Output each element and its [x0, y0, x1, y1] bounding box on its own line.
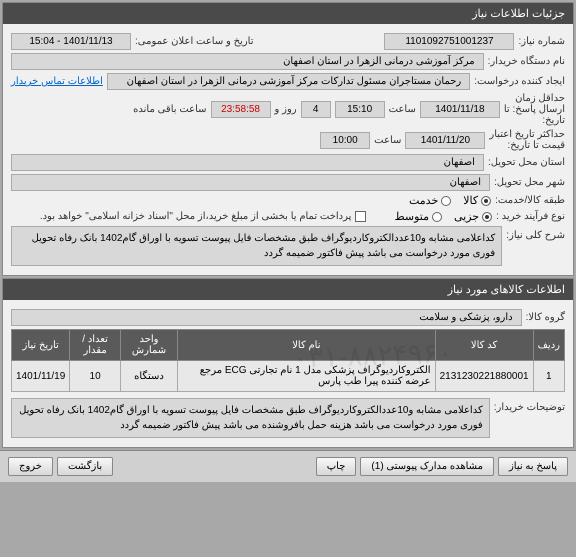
- radio-icon: [482, 212, 492, 222]
- table-row[interactable]: 1 2131230221880001 الکتروکاردیوگراف پزشک…: [12, 361, 565, 392]
- th-unit: واحد شمارش: [120, 330, 177, 361]
- hour-label-2: ساعت: [374, 135, 401, 146]
- radio-icon: [441, 196, 451, 206]
- cell-idx: 1: [533, 361, 564, 392]
- need-info-panel: جزئیات اطلاعات نیاز شماره نیاز: 11010927…: [2, 2, 574, 276]
- deadline-hour-value: 15:10: [335, 101, 385, 118]
- need-desc-label: شرح کلی نیاز:: [506, 226, 565, 241]
- announce-dt-label: تاریخ و ساعت اعلان عمومی:: [135, 36, 254, 47]
- th-date: تاریخ نیاز: [12, 330, 70, 361]
- city-label: شهر محل تحویل:: [494, 177, 565, 188]
- deadline-date-value: 1401/11/18: [420, 101, 500, 118]
- need-info-header: جزئیات اطلاعات نیاز: [3, 3, 573, 24]
- purchase-type-radios: جزیی متوسط: [394, 210, 492, 223]
- service-radio[interactable]: خدمت: [409, 194, 451, 207]
- province-value: اصفهان: [11, 154, 484, 171]
- respond-button[interactable]: پاسخ به نیاز: [498, 457, 568, 476]
- goods-info-header: اطلاعات کالاهای مورد نیاز: [3, 279, 573, 300]
- buyer-notes-value: کداعلامی مشابه و10عددالکتروکاردیوگراف طب…: [11, 398, 490, 438]
- cell-qty: 10: [70, 361, 121, 392]
- cell-unit: دستگاه: [120, 361, 177, 392]
- buyer-device-value: مرکز آموزشی درمانی الزهرا در استان اصفها…: [11, 53, 484, 70]
- deadline-label-1: حداقل زمان: [504, 93, 565, 104]
- payment-note-label: پرداخت تمام یا بخشی از مبلغ خرید،از محل …: [40, 211, 352, 222]
- print-button[interactable]: چاپ: [316, 457, 357, 476]
- goods-group-value: دارو، پزشکی و سلامت: [11, 309, 522, 326]
- small-radio-label: جزیی: [454, 210, 479, 223]
- medium-radio-label: متوسط: [394, 210, 429, 223]
- need-number-value: 1101092751001237: [384, 33, 514, 50]
- footer-bar: پاسخ به نیاز مشاهده مدارک پیوستی (1) چاپ…: [0, 450, 576, 482]
- cell-code: 2131230221880001: [435, 361, 533, 392]
- medium-radio[interactable]: متوسط: [394, 210, 442, 223]
- th-qty: تعداد / مقدار: [70, 330, 121, 361]
- goods-info-panel: اطلاعات کالاهای مورد نیاز گروه کالا: دار…: [2, 278, 574, 448]
- goods-table: ردیف کد کالا نام کالا واحد شمارش تعداد /…: [11, 329, 565, 392]
- payment-checkbox[interactable]: [355, 211, 366, 222]
- cell-name: الکتروکاردیوگراف پزشکی مدل 1 نام تجارتی …: [178, 361, 435, 392]
- hour-label-1: ساعت: [389, 104, 416, 115]
- need-desc-value: کداعلامی مشابه و10عددالکتروکاردیوگراف طب…: [11, 226, 502, 266]
- deadline-days-value: 4: [301, 101, 331, 118]
- buyer-device-label: نام دستگاه خریدار:: [488, 56, 565, 67]
- deadline-remain-value: 23:58:58: [211, 101, 271, 118]
- day-and-label: روز و: [275, 104, 297, 115]
- city-value: اصفهان: [11, 174, 490, 191]
- goods-radio-label: کالا: [463, 194, 478, 207]
- province-label: استان محل تحویل:: [488, 157, 565, 168]
- goods-type-radios: کالا خدمت: [409, 194, 491, 207]
- purchase-type-label: نوع فرآیند خرید :: [496, 211, 565, 222]
- goods-radio[interactable]: کالا: [463, 194, 491, 207]
- goods-type-label: طبقه کالا/خدمت:: [495, 195, 565, 206]
- exit-button[interactable]: خروج: [8, 457, 53, 476]
- small-radio[interactable]: جزیی: [454, 210, 492, 223]
- cell-date: 1401/11/19: [12, 361, 70, 392]
- th-name: نام کالا: [178, 330, 435, 361]
- credit-label-1: حداکثر تاریخ اعتبار: [489, 129, 565, 140]
- credit-label-2: قیمت تا تاریخ:: [489, 140, 565, 151]
- request-creator-label: ایجاد کننده درخواست:: [474, 76, 565, 87]
- buyer-notes-label: توضیحات خریدار:: [494, 398, 565, 413]
- radio-icon: [432, 212, 442, 222]
- service-radio-label: خدمت: [409, 194, 438, 207]
- need-number-label: شماره نیاز:: [518, 36, 565, 47]
- th-row: ردیف: [533, 330, 564, 361]
- credit-hour-value: 10:00: [320, 132, 370, 149]
- contact-link[interactable]: اطلاعات تماس خریدار: [11, 76, 103, 87]
- goods-group-label: گروه کالا:: [526, 312, 565, 323]
- back-button[interactable]: بازگشت: [57, 457, 113, 476]
- announce-dt-value: 1401/11/13 - 15:04: [11, 33, 131, 50]
- request-creator-value: رحمان مستاجران مسئول تدارکات مرکز آموزشی…: [107, 73, 470, 90]
- attachments-button[interactable]: مشاهده مدارک پیوستی (1): [360, 457, 494, 476]
- radio-icon: [481, 196, 491, 206]
- credit-date-value: 1401/11/20: [405, 132, 485, 149]
- deadline-label-3: تاریخ:: [504, 115, 565, 126]
- hour-remain-label: ساعت باقی مانده: [133, 104, 206, 115]
- deadline-label-2: ارسال پاسخ: تا: [504, 104, 565, 115]
- th-code: کد کالا: [435, 330, 533, 361]
